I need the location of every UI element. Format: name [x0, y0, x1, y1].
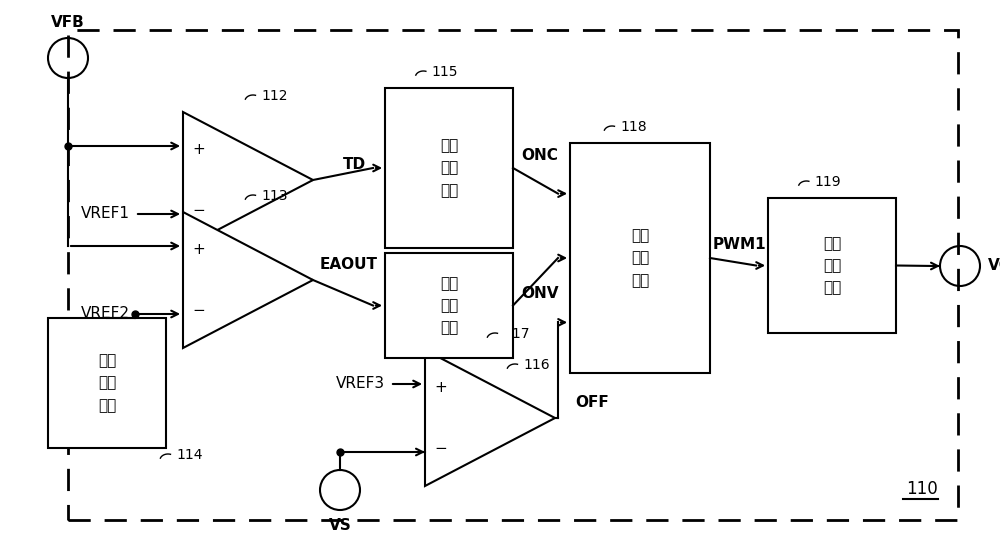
Polygon shape [425, 350, 555, 486]
Text: 116: 116 [523, 358, 550, 372]
Text: 110: 110 [906, 480, 938, 498]
Text: 112: 112 [261, 89, 288, 103]
Text: 开关
驱动
电路: 开关 驱动 电路 [823, 236, 841, 295]
Text: VG1: VG1 [988, 259, 1000, 273]
Bar [48, 318, 166, 448]
Text: VS: VS [329, 518, 351, 533]
Polygon shape [183, 112, 313, 248]
Text: VREF2: VREF2 [81, 306, 130, 322]
Text: VREF1: VREF1 [81, 207, 130, 221]
Text: ONV: ONV [521, 286, 558, 300]
Text: TD: TD [342, 157, 366, 172]
Bar [68, 30, 958, 520]
Text: 输出
线损
补偷: 输出 线损 补偷 [98, 353, 116, 413]
Text: 113: 113 [261, 189, 288, 203]
Text: PWM1: PWM1 [712, 237, 766, 252]
Text: 逻辑
控制
电路: 逻辑 控制 电路 [631, 229, 649, 288]
Text: +: + [193, 142, 205, 157]
Text: −: − [435, 441, 447, 456]
Text: 119: 119 [814, 175, 841, 189]
Polygon shape [183, 212, 313, 348]
Bar [570, 143, 710, 373]
Text: VREF3: VREF3 [336, 376, 385, 391]
Text: 115: 115 [431, 65, 458, 79]
Text: −: − [193, 303, 205, 318]
Text: OFF: OFF [575, 395, 609, 410]
Text: 117: 117 [503, 327, 530, 341]
Bar [385, 88, 513, 248]
Text: 114: 114 [176, 448, 202, 462]
Bar [768, 198, 896, 333]
Text: 恒流
环路
控制: 恒流 环路 控制 [440, 138, 458, 198]
Text: 恒压
环路
控制: 恒压 环路 控制 [440, 276, 458, 335]
Bar [385, 253, 513, 358]
Text: +: + [435, 380, 447, 395]
Text: 118: 118 [620, 120, 647, 134]
Text: VFB: VFB [51, 15, 85, 30]
Text: +: + [193, 242, 205, 257]
Text: ONC: ONC [521, 148, 558, 163]
Text: −: − [193, 203, 205, 218]
Text: EAOUT: EAOUT [320, 257, 378, 272]
